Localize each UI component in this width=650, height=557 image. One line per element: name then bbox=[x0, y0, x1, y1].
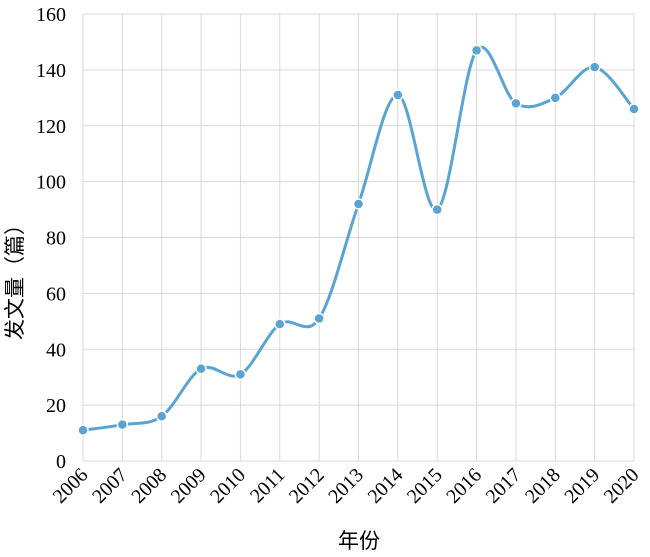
x-tick-label: 2020 bbox=[600, 464, 644, 508]
data-point-2011 bbox=[274, 318, 286, 330]
data-point-2015 bbox=[431, 203, 443, 216]
y-tick-label: 100 bbox=[36, 172, 66, 194]
y-tick-label: 80 bbox=[46, 228, 66, 250]
data-point-2010 bbox=[234, 368, 247, 381]
y-tick-label: 140 bbox=[36, 60, 66, 82]
x-tick-label: 2009 bbox=[167, 464, 211, 508]
x-axis-title: 年份 bbox=[338, 529, 380, 553]
x-tick-label: 2015 bbox=[403, 464, 447, 508]
data-point-2006 bbox=[77, 424, 89, 437]
y-tick-label: 60 bbox=[46, 283, 66, 305]
data-point-2012 bbox=[313, 312, 325, 325]
data-point-2016 bbox=[470, 44, 483, 57]
x-tick-label: 2013 bbox=[324, 464, 368, 508]
data-point-2020 bbox=[628, 103, 640, 115]
data-point-2018 bbox=[549, 92, 562, 104]
x-tick-label: 2018 bbox=[521, 464, 565, 508]
x-tick-label: 2017 bbox=[482, 464, 526, 508]
series-line bbox=[81, 45, 636, 432]
x-tick-label: 2011 bbox=[246, 464, 289, 507]
y-axis-title: 发文量（篇） bbox=[3, 214, 27, 340]
grid bbox=[82, 13, 635, 462]
series-layer bbox=[77, 44, 640, 437]
x-tick-label: 2016 bbox=[442, 464, 486, 508]
data-point-2007 bbox=[116, 418, 129, 431]
y-tick-label: 120 bbox=[36, 116, 66, 138]
x-axis-ticks: 2006200720082009201020112012201320142015… bbox=[49, 464, 644, 508]
data-point-2009 bbox=[195, 363, 207, 375]
data-point-2019 bbox=[588, 61, 601, 73]
x-tick-label: 2019 bbox=[560, 464, 604, 508]
x-tick-label: 2014 bbox=[364, 464, 408, 508]
x-tick-label: 2012 bbox=[285, 464, 329, 508]
data-point-2017 bbox=[510, 97, 522, 110]
x-tick-label: 2008 bbox=[127, 464, 171, 508]
y-tick-label: 20 bbox=[46, 395, 66, 417]
y-axis-ticks: 0 20 40 60 80 100 120 140 160 bbox=[36, 4, 66, 473]
y-tick-label: 40 bbox=[46, 339, 66, 361]
data-point-2008 bbox=[155, 410, 168, 423]
y-tick-label: 160 bbox=[36, 4, 66, 26]
plot-area-border bbox=[82, 13, 635, 462]
data-point-2014 bbox=[392, 89, 404, 101]
data-point-2013 bbox=[352, 198, 365, 210]
y-tick-label: 0 bbox=[56, 451, 66, 473]
x-tick-label: 2007 bbox=[88, 464, 132, 508]
x-tick-label: 2010 bbox=[206, 464, 250, 508]
